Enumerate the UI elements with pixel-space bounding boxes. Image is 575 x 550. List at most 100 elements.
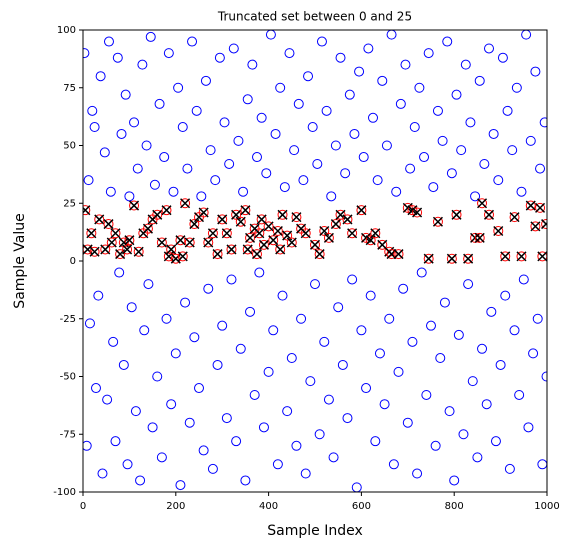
marker-cross bbox=[180, 198, 191, 209]
truncated-point bbox=[330, 219, 341, 230]
point bbox=[430, 440, 441, 451]
point bbox=[300, 468, 311, 479]
point bbox=[252, 152, 262, 163]
marker-cross bbox=[198, 207, 209, 218]
point bbox=[395, 98, 406, 109]
marker-cross bbox=[330, 219, 341, 230]
marker-cross bbox=[275, 244, 286, 255]
truncated-point bbox=[122, 244, 133, 255]
point bbox=[465, 117, 476, 128]
marker-circle bbox=[184, 237, 195, 248]
point bbox=[439, 297, 450, 308]
marker-circle bbox=[226, 244, 237, 255]
x-tick-label: 600 bbox=[352, 501, 371, 512]
truncated-point bbox=[463, 253, 474, 264]
truncated-point bbox=[530, 221, 541, 232]
marker-circle bbox=[463, 253, 474, 264]
point bbox=[135, 475, 146, 486]
marker-cross bbox=[103, 219, 114, 230]
point bbox=[90, 383, 101, 394]
point bbox=[495, 359, 506, 370]
point bbox=[370, 436, 381, 447]
point bbox=[156, 452, 167, 463]
point bbox=[238, 186, 249, 197]
marker-circle bbox=[256, 214, 267, 225]
marker-cross bbox=[235, 216, 246, 227]
truncated-point bbox=[483, 209, 495, 220]
marker-circle bbox=[240, 205, 251, 216]
truncated-point bbox=[242, 244, 253, 255]
point bbox=[432, 105, 443, 116]
point bbox=[470, 191, 481, 202]
marker-cross bbox=[110, 228, 121, 239]
marker-circle bbox=[493, 225, 504, 236]
truncated-point bbox=[432, 216, 443, 227]
point bbox=[456, 145, 467, 156]
marker-cross bbox=[142, 223, 153, 234]
point bbox=[374, 348, 385, 359]
point bbox=[407, 336, 418, 347]
point bbox=[514, 389, 525, 400]
y-tick-label: 100 bbox=[57, 25, 76, 36]
marker-circle bbox=[386, 249, 397, 260]
marker-circle bbox=[235, 216, 246, 227]
point bbox=[291, 440, 302, 451]
marker-circle bbox=[252, 249, 262, 260]
point bbox=[124, 191, 135, 202]
marker-circle bbox=[156, 237, 167, 248]
point bbox=[444, 406, 455, 417]
marker-circle bbox=[268, 235, 279, 246]
marker-circle bbox=[175, 235, 186, 246]
truncated-point bbox=[217, 214, 228, 225]
point bbox=[293, 98, 304, 109]
truncated-point bbox=[474, 232, 485, 243]
marker-cross bbox=[356, 205, 367, 216]
x-tick-label: 400 bbox=[259, 501, 278, 512]
point bbox=[224, 158, 235, 169]
marker-circle bbox=[203, 237, 214, 248]
marker-circle bbox=[323, 232, 334, 243]
point bbox=[528, 348, 539, 359]
point bbox=[481, 399, 492, 410]
point bbox=[214, 52, 225, 63]
point bbox=[463, 279, 474, 290]
point bbox=[416, 267, 427, 278]
marker-circle bbox=[291, 212, 302, 223]
marker-circle bbox=[319, 225, 330, 236]
point bbox=[467, 376, 478, 387]
marker-cross bbox=[226, 244, 237, 255]
point bbox=[114, 267, 125, 278]
point bbox=[198, 445, 209, 456]
marker-cross bbox=[483, 209, 495, 220]
point bbox=[361, 383, 372, 394]
point bbox=[137, 59, 148, 70]
marker-cross bbox=[446, 253, 457, 264]
point bbox=[537, 459, 547, 470]
marker-cross bbox=[258, 239, 269, 250]
point bbox=[314, 429, 325, 440]
marker-circle bbox=[258, 239, 269, 250]
point bbox=[97, 468, 108, 479]
truncated-point bbox=[300, 228, 311, 239]
point bbox=[210, 175, 221, 186]
marker-circle bbox=[231, 209, 242, 220]
truncated-point bbox=[446, 253, 457, 264]
point bbox=[386, 30, 397, 40]
x-tick-label: 1000 bbox=[534, 501, 559, 512]
point bbox=[381, 140, 392, 151]
point bbox=[535, 163, 546, 174]
marker-cross bbox=[161, 205, 172, 216]
point bbox=[203, 283, 214, 294]
truncated-point bbox=[314, 249, 325, 260]
point bbox=[175, 480, 186, 491]
marker-circle bbox=[242, 244, 253, 255]
marker-cross bbox=[509, 212, 520, 223]
marker-cross bbox=[129, 200, 140, 211]
point bbox=[409, 122, 420, 133]
point bbox=[256, 112, 267, 123]
marker-circle bbox=[484, 209, 494, 220]
marker-cross bbox=[525, 200, 536, 211]
point bbox=[147, 422, 158, 433]
marker-cross bbox=[493, 225, 504, 237]
truncated-point bbox=[258, 239, 269, 250]
